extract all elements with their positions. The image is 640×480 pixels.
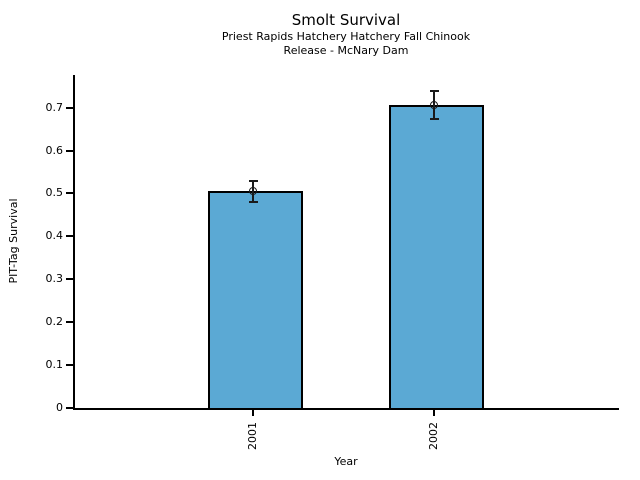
y-tick-mark	[66, 407, 73, 409]
chart-header: Smolt Survival Priest Rapids Hatchery Ha…	[73, 10, 619, 58]
y-tick-label: 0	[56, 401, 63, 414]
y-tick-label: 0.6	[45, 143, 64, 157]
y-tick-label: 0.3	[45, 272, 64, 286]
y-axis-label: PIT-Tag Survival	[7, 198, 20, 284]
error-bar-cap	[248, 200, 258, 203]
y-tick-label: 0.2	[45, 315, 64, 329]
y-tick-mark	[66, 364, 73, 367]
error-bar-cap	[248, 179, 258, 182]
plot-area: 0 0.1 0.2 0.3 0.4 0.5 0.6 0.7 2001 2002	[46, 75, 619, 450]
y-tick-label: 0.5	[45, 186, 64, 200]
bar-2001	[207, 191, 303, 408]
chart-title: Smolt Survival	[291, 11, 401, 29]
y-tick-mark	[66, 106, 73, 109]
y-tick-mark	[66, 278, 73, 281]
chart-subtitle-line2: Release - McNary Dam	[283, 44, 409, 57]
y-tick-mark	[66, 235, 73, 238]
error-bar-cap	[429, 118, 439, 121]
y-tick-label: 0.1	[45, 358, 64, 372]
chart-subtitle-line1: Priest Rapids Hatchery Hatchery Fall Chi…	[221, 30, 471, 43]
x-tick-mark	[252, 410, 254, 416]
x-axis-label: Year	[334, 455, 358, 468]
x-tick-label: 2002	[427, 422, 440, 450]
x-tick-label: 2001	[246, 422, 259, 450]
x-tick-mark	[433, 410, 435, 416]
y-tick-mark	[66, 149, 73, 152]
y-tick-mark	[66, 321, 73, 324]
error-bar-marker-icon	[248, 186, 257, 195]
error-bar-marker-icon	[429, 101, 438, 110]
bar-2002	[388, 105, 484, 408]
y-tick-label: 0.4	[45, 229, 64, 243]
y-tick-mark	[66, 192, 73, 195]
y-tick-label: 0.7	[45, 100, 64, 114]
error-bar-cap	[429, 90, 439, 93]
